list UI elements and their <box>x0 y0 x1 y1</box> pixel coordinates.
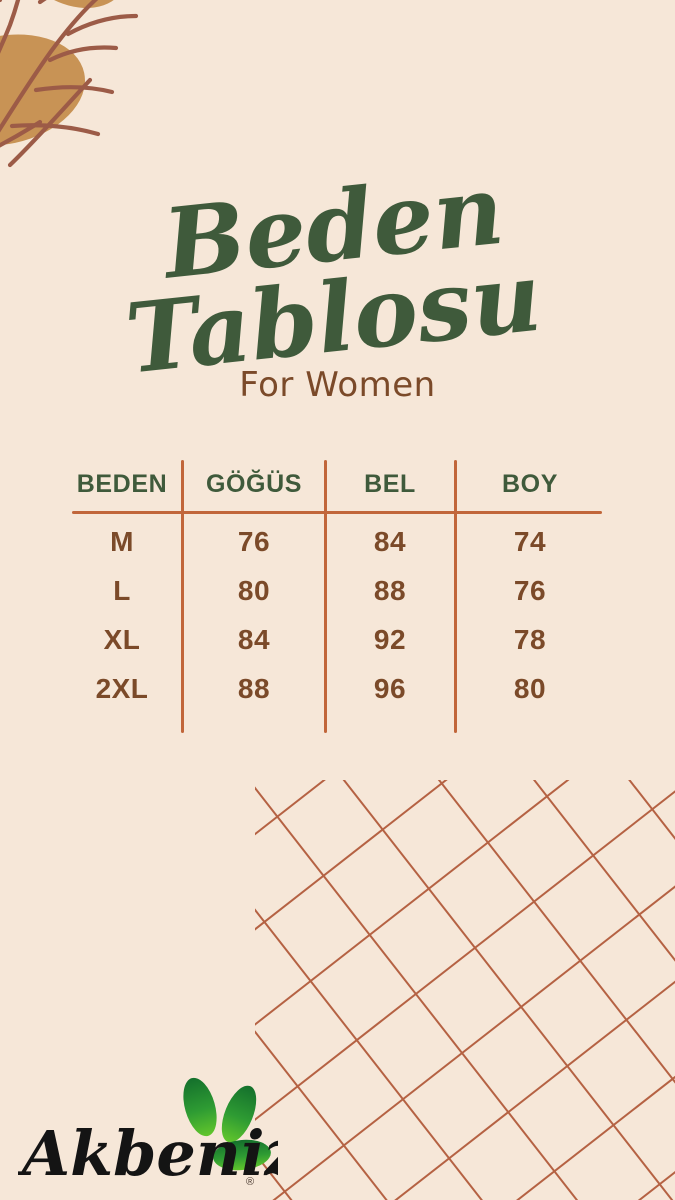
page-subtitle: For Women <box>239 365 436 405</box>
page-title: Beden Tablosu <box>0 153 675 396</box>
table-row: 88 <box>237 673 271 704</box>
botanical-blobs <box>0 0 127 146</box>
table-header-beden: BEDEN <box>76 470 168 498</box>
table-row: 84 <box>237 624 271 655</box>
table-header-gogus: GÖĞÜS <box>205 470 303 498</box>
table-row: L <box>113 575 131 606</box>
botanical-branches <box>0 0 139 168</box>
table-row: 80 <box>513 673 547 704</box>
table-row: XL <box>103 624 141 655</box>
table-row: 92 <box>373 624 407 655</box>
table-header-bel: BEL <box>364 470 416 498</box>
table-column-divider-3 <box>454 460 457 733</box>
table-header-divider <box>72 511 602 514</box>
leaf-icon <box>183 1077 271 1171</box>
table-row: 74 <box>513 526 547 557</box>
table-row: M <box>110 526 134 557</box>
table-column-divider-2 <box>324 460 327 733</box>
size-chart-table: BEDEN GÖĞÜS BEL BOY M 76 84 74 L 80 88 7… <box>0 450 675 750</box>
table-row: 2XL <box>95 673 149 704</box>
title-script-line-1: Beden <box>155 155 508 301</box>
grid-decoration <box>255 780 675 1200</box>
table-row: 84 <box>373 526 407 557</box>
logo-wordmark: Akbeniz <box>18 1117 278 1190</box>
table-row: 96 <box>373 673 407 704</box>
botanical-decoration <box>0 0 270 230</box>
table-row: 80 <box>237 575 271 606</box>
logo-registered-mark: ® <box>246 1176 254 1188</box>
table-header-boy: BOY <box>502 470 558 498</box>
table-row: 76 <box>237 526 271 557</box>
table-row: 78 <box>513 624 547 655</box>
brand-logo: Akbeniz ® <box>17 1077 301 1192</box>
title-script-line-2: Tablosu <box>121 240 546 385</box>
table-row: 76 <box>513 575 547 606</box>
table-row: 88 <box>373 575 407 606</box>
table-column-divider-1 <box>181 460 184 733</box>
